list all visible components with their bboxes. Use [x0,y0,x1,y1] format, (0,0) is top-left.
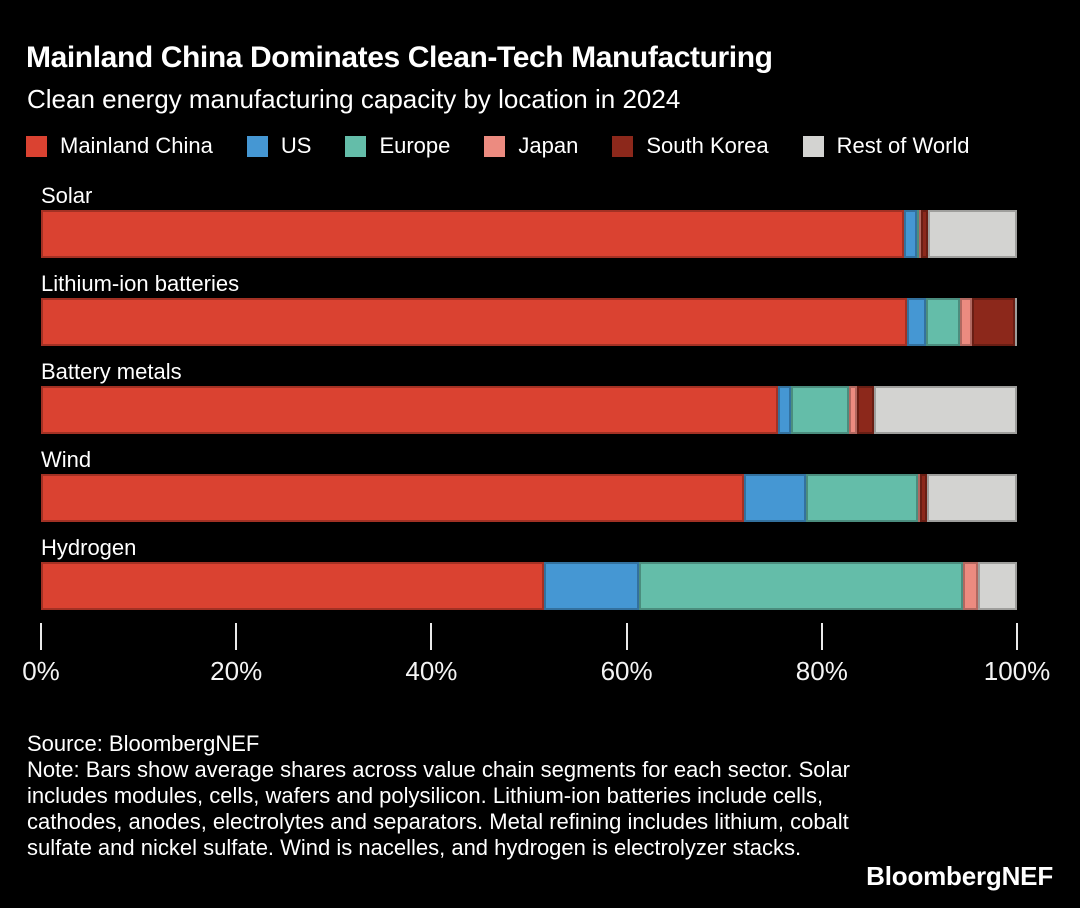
bar-segment-us [543,562,640,610]
bar-segment-south-korea [921,210,929,258]
chart-row-solar: Solar [41,183,1053,258]
axis-tick-label: 0% [22,656,60,686]
legend: Mainland China US Europe Japan South Korea Re… [26,134,1053,158]
note-text: Note: Bars show average shares across va… [27,757,850,860]
bar-segment-mainland-china [41,386,778,434]
axis-tick-label: 20% [210,656,263,686]
legend-swatch-mainland-china [26,135,47,157]
chart-row-hydrogen: Hydrogen [41,535,1053,610]
bar-segment-japan [849,386,857,434]
bar-segment-rest-of-world [1015,298,1017,346]
legend-swatch-europe [345,135,367,157]
legend-item-europe: Europe [345,134,450,158]
bar-label: Hydrogen [41,535,137,560]
brand-logo: BloombergNEF [866,861,1053,891]
legend-item-japan: Japan [484,134,578,158]
bar-label: Solar [41,183,93,208]
bar-segment-mainland-china [41,562,544,610]
legend-label: Mainland China [60,133,213,158]
bar-segment-us [903,210,918,258]
chart-row-wind: Wind [41,447,1053,522]
legend-swatch-japan [484,135,506,157]
bar-segment-us [777,386,791,434]
legend-label: Japan [518,133,579,158]
legend-item-us: US [246,133,312,158]
bar-segment-japan [919,210,922,258]
bar-segment-us [743,474,807,522]
chart-row-battery-metals: Battery metals [41,359,1053,434]
bar-segment-europe [639,562,964,610]
legend-label: Europe [379,133,451,158]
bar-segment-rest-of-world [874,386,1017,434]
stacked-bar-lithium-ion-batteries [41,298,1017,346]
legend-swatch-rest-of-world [802,135,824,157]
chart-area: Solar Lithium-ion batteries Battery metals… [41,183,1053,610]
legend-label: South Korea [646,133,769,158]
chart-title: Mainland China Dominates Clean-Tech Manu… [26,41,773,74]
bar-segment-europe [790,386,850,434]
bar-segment-europe [917,210,920,258]
bar-label: Battery metals [41,359,182,384]
bar-segment-us [906,298,927,346]
bar-segment-south-korea [856,386,875,434]
bar-segment-south-korea [972,298,1016,346]
axis-tick-label: 40% [405,656,458,686]
legend-item-rest-of-world: Rest of World [802,133,970,158]
stacked-bar-battery-metals [41,386,1017,434]
legend-label: US [280,133,312,158]
legend-item-south-korea: South Korea [612,133,769,158]
legend-item-mainland-china: Mainland China [26,134,213,158]
bar-label: Lithium-ion batteries [41,271,240,296]
bar-segment-rest-of-world [928,210,1017,258]
legend-swatch-south-korea [612,135,634,157]
bar-segment-mainland-china [41,298,907,346]
axis-tick-label: 80% [795,656,848,686]
source-text: Source: BloombergNEF [27,731,260,756]
axis-tick [40,623,42,650]
bar-segment-japan [918,474,921,522]
legend-label: Rest of World [836,133,970,158]
bar-segment-rest-of-world [977,562,1017,610]
axis-tick [430,623,433,650]
stacked-bar-hydrogen [41,562,1017,610]
chart-row-lithium-ion-batteries: Lithium-ion batteries [41,271,1053,346]
axis-tick [820,623,823,650]
bar-segment-mainland-china [41,210,904,258]
axis-tick [1016,623,1018,650]
axis-tick-label: 60% [600,656,653,686]
bar-segment-japan [960,298,973,346]
bar-label: Wind [41,447,92,472]
bar-segment-south-korea [920,474,928,522]
bar-segment-mainland-china [41,474,744,522]
stacked-bar-solar [41,210,1017,258]
axis-tick [235,623,238,650]
x-axis: 0% 20% 40% 60% 80% 100% [22,623,1050,687]
bar-segment-japan [963,562,978,610]
axis-tick [625,623,628,650]
bar-segment-europe [926,298,961,346]
legend-swatch-us [246,135,268,157]
chart-subtitle: Clean energy manufacturing capacity by l… [27,84,681,114]
axis-tick-label: 100% [983,656,1051,686]
stacked-bar-wind [41,474,1017,522]
bar-segment-europe [806,474,919,522]
footer: Source: BloombergNEF Note: Bars show ave… [27,731,1053,861]
bar-segment-rest-of-world [927,474,1017,522]
